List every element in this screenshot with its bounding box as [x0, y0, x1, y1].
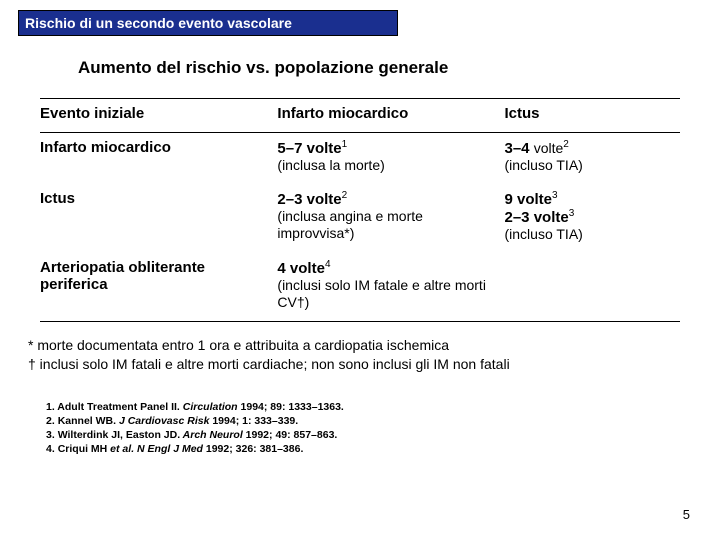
value-bold: 3–4: [505, 140, 534, 157]
th-ictus: Ictus: [505, 99, 681, 133]
cell: 4 volte4 (inclusi solo IM fatale e altre…: [277, 253, 504, 322]
row-label: Infarto miocardico: [40, 133, 277, 185]
ref-line: 3. Wilterdink JI, Easton JD. Arch Neurol…: [46, 428, 702, 442]
value-bold-line2: 2–3 volte: [505, 209, 569, 226]
value-paren: (inclusi solo IM fatale e altre morti CV…: [277, 277, 486, 310]
th-infarto: Infarto miocardico: [277, 99, 504, 133]
value-bold: 4 volte: [277, 260, 325, 277]
value-bold2: volte: [534, 140, 564, 156]
value-bold: 5–7 volte: [277, 140, 341, 157]
value-paren: (incluso TIA): [505, 157, 583, 173]
ref-ital: J Cardiovasc Risk: [116, 415, 209, 427]
ref-text: Criqui MH: [58, 443, 108, 455]
sup: 3: [552, 190, 558, 201]
subtitle: Aumento del rischio vs. popolazione gene…: [78, 58, 702, 78]
ref-line: 4. Criqui MH et al. N Engl J Med 1992; 3…: [46, 442, 702, 456]
value-paren: (incluso TIA): [505, 226, 583, 242]
sup: 3: [569, 208, 575, 219]
ref-ital: Circulation: [180, 401, 238, 413]
value-bold: 2–3 volte: [277, 191, 341, 208]
page-number: 5: [683, 507, 690, 522]
value-paren: (inclusa la morte): [277, 157, 384, 173]
row-label: Ictus: [40, 184, 277, 253]
ref-n: 4.: [46, 443, 55, 455]
cell: 3–4 volte2 (incluso TIA): [505, 133, 681, 185]
value-paren: (inclusa angina e morte improvvisa*): [277, 208, 423, 241]
ref-n: 2.: [46, 415, 55, 427]
cell: 5–7 volte1 (inclusa la morte): [277, 133, 504, 185]
ref-ital: Arch Neurol: [180, 429, 243, 441]
ref-rest: 1994; 89: 1333–1363.: [238, 401, 344, 413]
ref-n: 1.: [46, 401, 55, 413]
footnote-b: † inclusi solo IM fatali e altre morti c…: [28, 355, 702, 374]
table-row: Arteriopatia obliterante periferica 4 vo…: [40, 253, 680, 322]
footnotes: * morte documentata entro 1 ora e attrib…: [28, 336, 702, 374]
ref-line: 1. Adult Treatment Panel II. Circulation…: [46, 400, 702, 414]
ref-rest: 1992; 326: 381–386.: [203, 443, 303, 455]
sup: 4: [325, 259, 331, 270]
row-label: Arteriopatia obliterante periferica: [40, 253, 277, 322]
sup: 2: [342, 190, 348, 201]
ref-text: Kannel WB.: [58, 415, 116, 427]
ref-text: Adult Treatment Panel II.: [57, 401, 180, 413]
references: 1. Adult Treatment Panel II. Circulation…: [46, 400, 702, 457]
footnote-a: * morte documentata entro 1 ora e attrib…: [28, 336, 702, 355]
sup: 1: [342, 139, 348, 150]
ref-text: Wilterdink JI, Easton JD.: [58, 429, 180, 441]
cell: 9 volte3 2–3 volte3 (incluso TIA): [505, 184, 681, 253]
sup: 2: [563, 139, 569, 150]
table-row: Ictus 2–3 volte2 (inclusa angina e morte…: [40, 184, 680, 253]
table-row: Infarto miocardico 5–7 volte1 (inclusa l…: [40, 133, 680, 185]
ref-line: 2. Kannel WB. J Cardiovasc Risk 1994; 1:…: [46, 414, 702, 428]
cell: [505, 253, 681, 322]
title-band: Rischio di un secondo evento vascolare: [18, 10, 398, 36]
cell: 2–3 volte2 (inclusa angina e morte impro…: [277, 184, 504, 253]
ref-ital: et al. N Engl J Med: [107, 443, 203, 455]
ref-rest: 1994; 1: 333–339.: [209, 415, 298, 427]
ref-rest: 1992; 49: 857–863.: [243, 429, 338, 441]
th-evento: Evento iniziale: [40, 99, 277, 133]
risk-table: Evento iniziale Infarto miocardico Ictus…: [40, 98, 680, 322]
value-bold: 9 volte: [505, 191, 553, 208]
ref-n: 3.: [46, 429, 55, 441]
title-text: Rischio di un secondo evento vascolare: [25, 15, 292, 31]
